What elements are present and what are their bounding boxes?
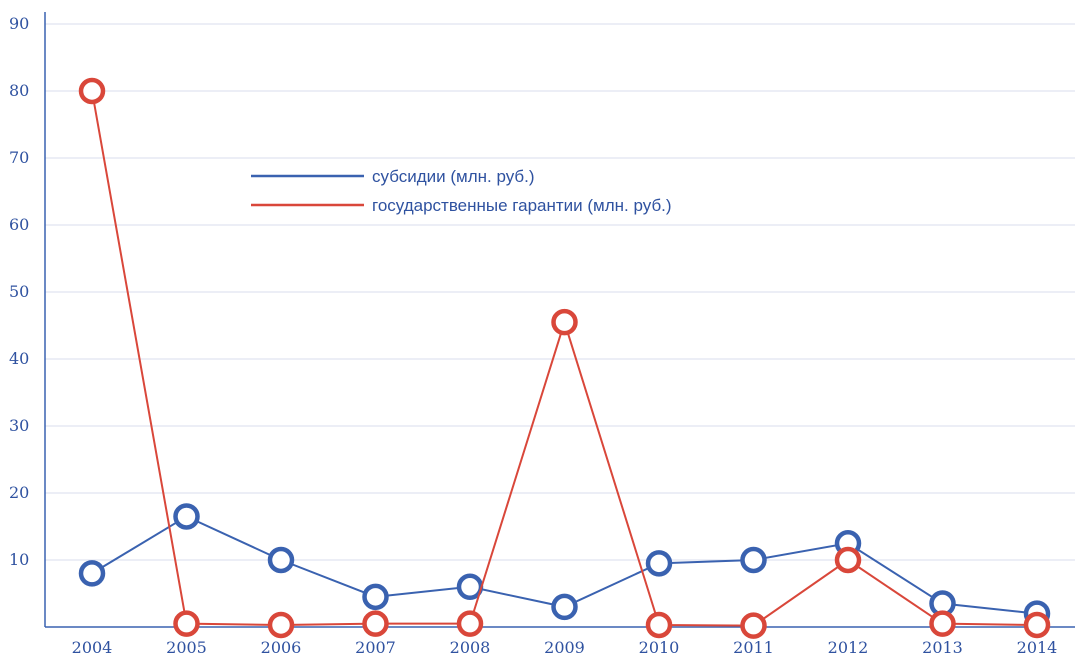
data-point bbox=[267, 611, 295, 639]
y-tick-label: 60 bbox=[9, 215, 29, 234]
y-tick-label: 50 bbox=[9, 282, 29, 301]
y-tick-label: 10 bbox=[9, 550, 29, 569]
x-tick-label: 2011 bbox=[733, 638, 774, 657]
series-0 bbox=[78, 503, 1051, 627]
data-point bbox=[362, 610, 389, 637]
data-point bbox=[1023, 611, 1051, 639]
x-axis-ticks: 2004 2005 2006 2007 2008 2009 2010 2011 2012 2013… bbox=[72, 638, 1058, 657]
x-tick-label: 2008 bbox=[450, 638, 491, 657]
data-point bbox=[173, 503, 200, 530]
x-tick-label: 2010 bbox=[639, 638, 680, 657]
data-point bbox=[551, 308, 578, 336]
data-point bbox=[834, 546, 862, 574]
y-tick-label: 30 bbox=[9, 416, 29, 435]
legend-label-guarantees: государственные гарантии (млн. руб.) bbox=[372, 196, 672, 215]
legend: субсидии (млн. руб.) государственные гар… bbox=[251, 167, 672, 215]
data-point bbox=[740, 612, 767, 639]
y-tick-label: 80 bbox=[9, 81, 29, 100]
data-point bbox=[456, 610, 484, 637]
data-point bbox=[362, 583, 389, 611]
data-point bbox=[740, 546, 767, 574]
legend-label-subsidies: субсидии (млн. руб.) bbox=[372, 167, 535, 186]
x-tick-label: 2012 bbox=[828, 638, 869, 657]
data-point bbox=[78, 77, 106, 105]
y-tick-label: 90 bbox=[9, 14, 29, 33]
x-tick-label: 2005 bbox=[166, 638, 207, 657]
x-tick-label: 2006 bbox=[261, 638, 302, 657]
data-point bbox=[645, 550, 673, 577]
series-layer bbox=[78, 77, 1051, 639]
y-axis-ticks: 10 20 30 40 50 60 70 80 90 bbox=[9, 14, 29, 569]
data-point bbox=[929, 610, 956, 637]
data-point bbox=[267, 546, 295, 574]
data-point bbox=[173, 610, 200, 637]
gridlines bbox=[45, 23, 1075, 561]
y-tick-label: 40 bbox=[9, 349, 29, 368]
series-line-1 bbox=[91, 90, 1038, 627]
x-tick-label: 2004 bbox=[72, 638, 113, 657]
y-tick-label: 20 bbox=[9, 483, 29, 502]
y-tick-label: 70 bbox=[9, 148, 29, 167]
data-point bbox=[645, 611, 673, 639]
x-tick-label: 2009 bbox=[544, 638, 585, 657]
data-point bbox=[456, 573, 484, 601]
data-point bbox=[78, 560, 106, 587]
data-point bbox=[551, 593, 578, 621]
x-tick-label: 2013 bbox=[922, 638, 963, 657]
series-1 bbox=[78, 77, 1051, 639]
x-tick-label: 2007 bbox=[355, 638, 396, 657]
x-tick-label: 2014 bbox=[1017, 638, 1058, 657]
